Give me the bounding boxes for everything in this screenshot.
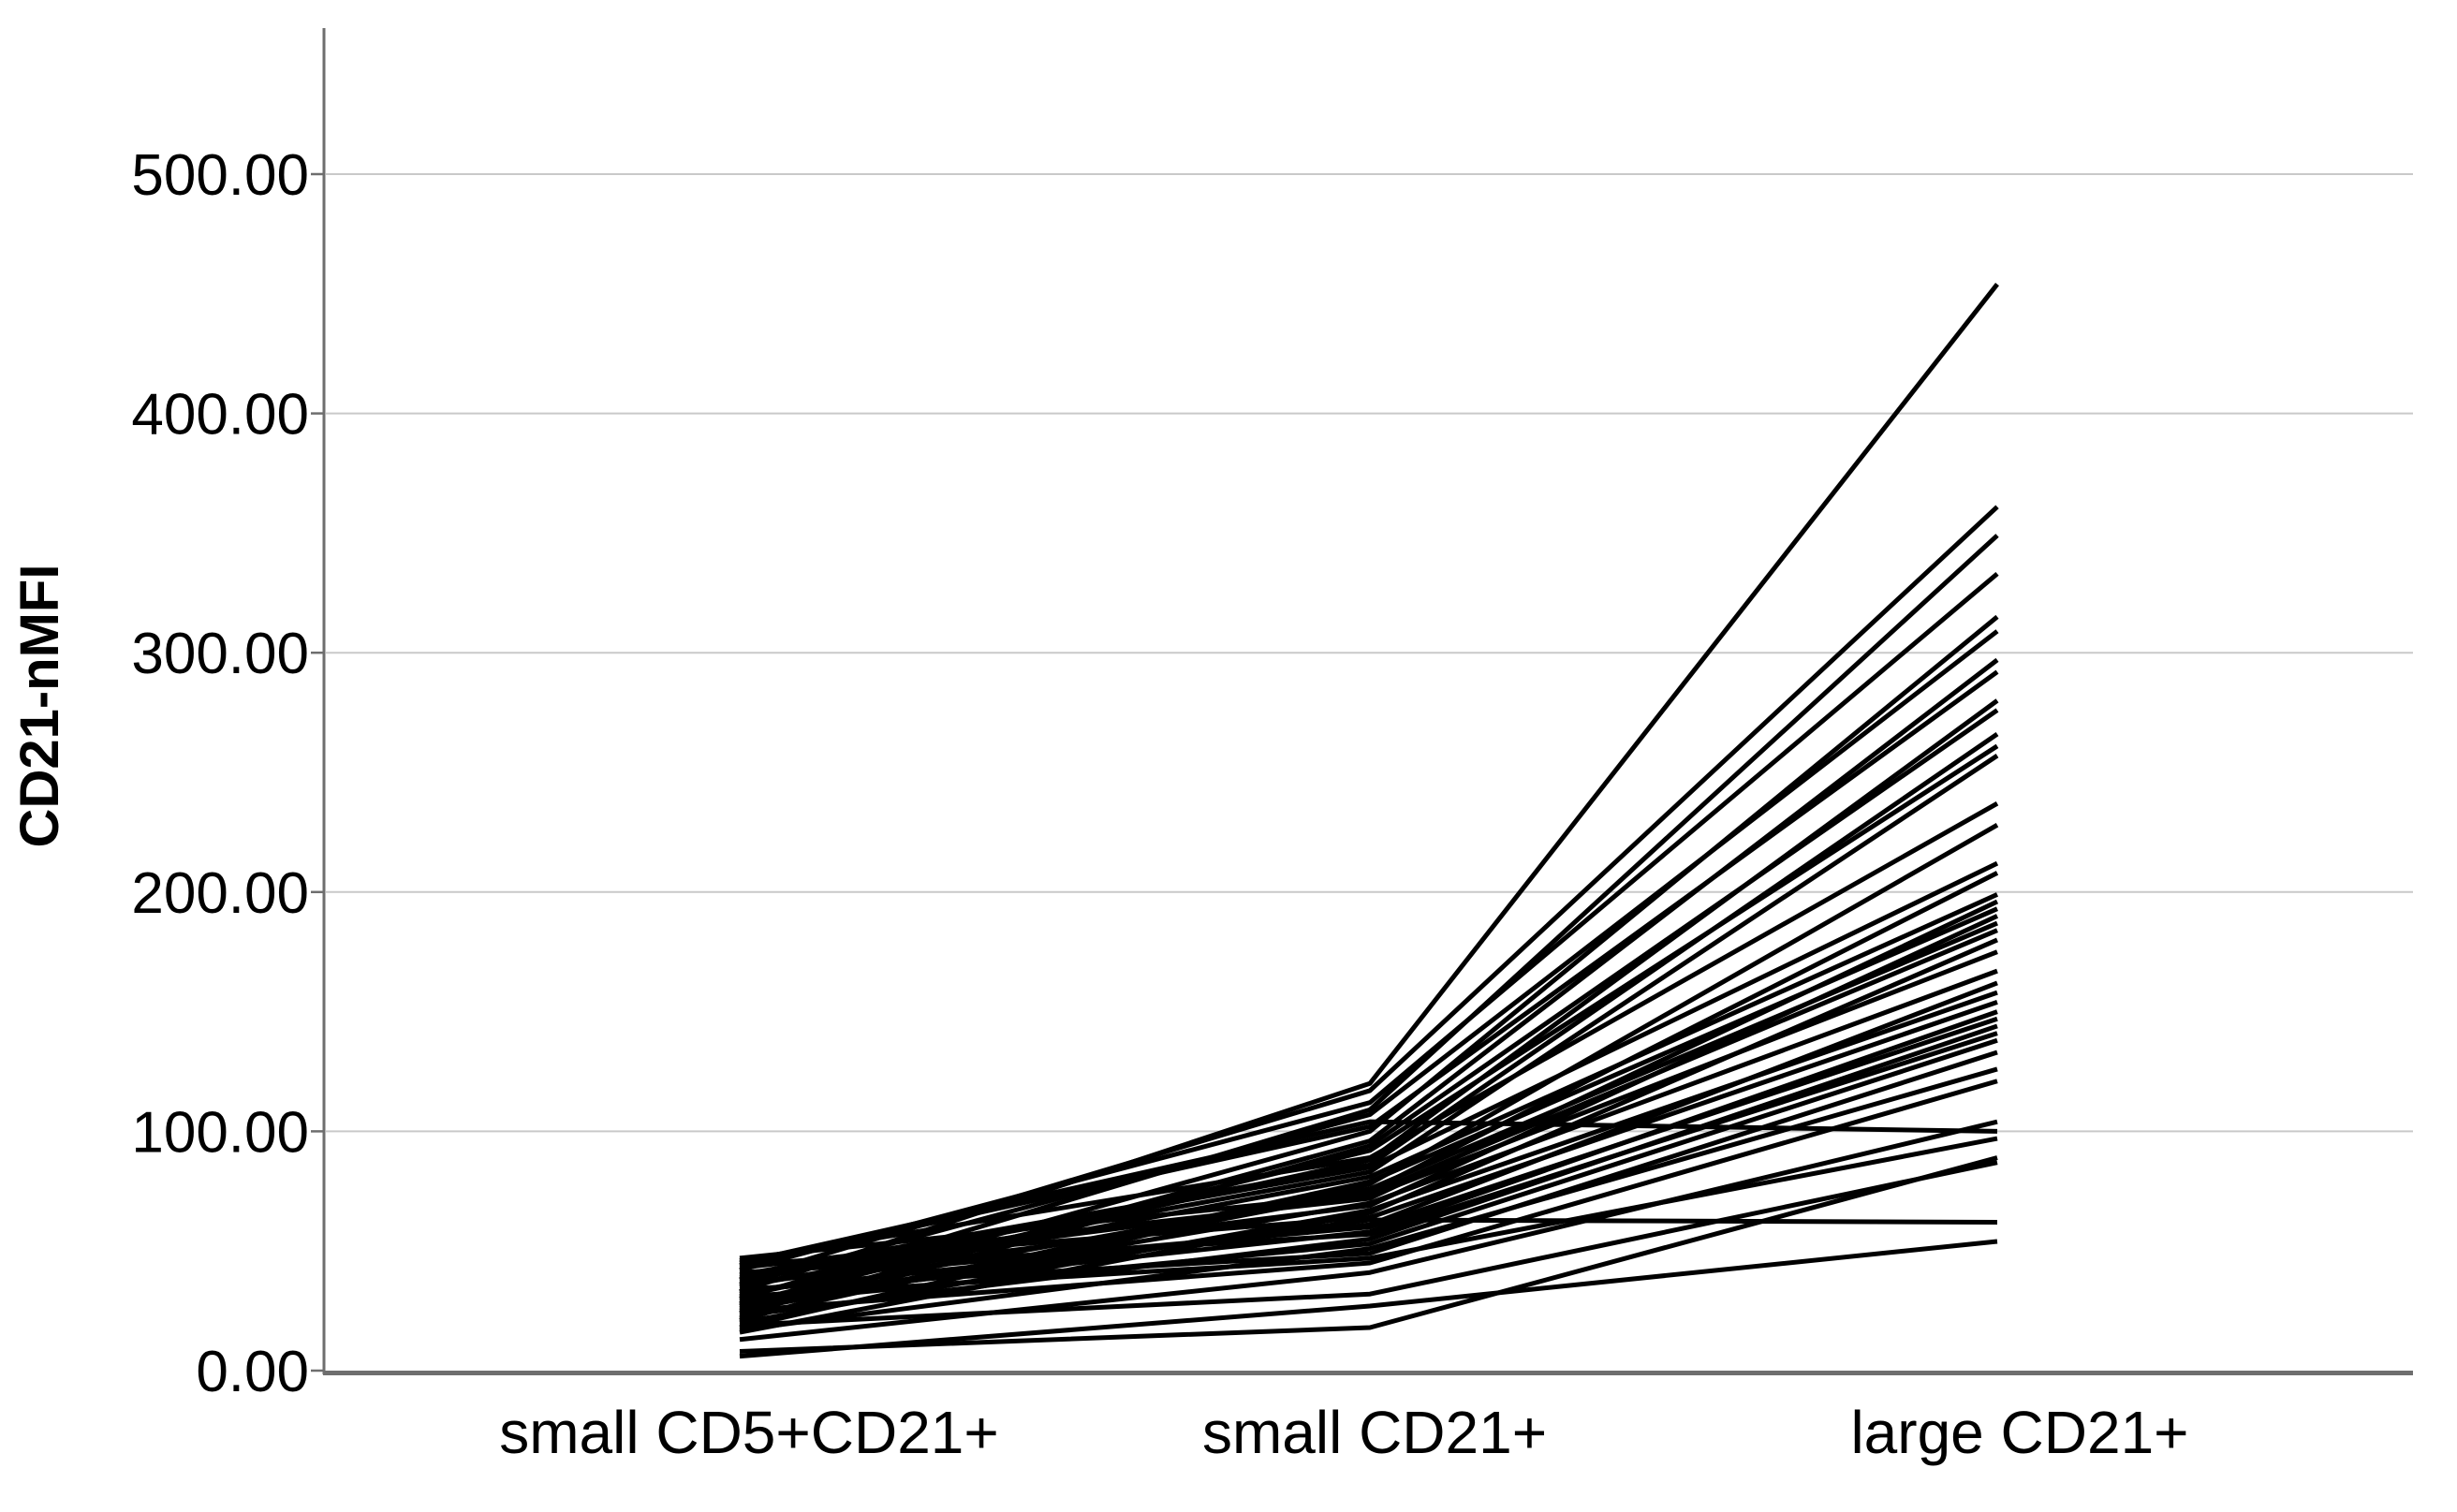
y-axis-title: CD21-nMFI <box>9 565 70 848</box>
profile-line <box>739 892 1999 1297</box>
profile-line <box>739 968 1998 1312</box>
profile-line <box>739 1239 1998 1359</box>
profile-line <box>739 1000 1998 1269</box>
gridline-group <box>326 173 2413 1133</box>
x-category-group: small CD5+CD21+ small CD21+ large CD21+ <box>499 1399 2188 1466</box>
profile-line <box>739 1016 1998 1284</box>
y-tick-label: 0.00 <box>196 1340 309 1404</box>
profile-line <box>739 860 1999 1283</box>
profile-line <box>739 743 1999 1306</box>
profile-line <box>739 1136 1998 1299</box>
profile-line <box>739 669 1999 1268</box>
x-category-label: small CD5+CD21+ <box>499 1399 999 1466</box>
y-tick-group: 0.00 100.00 200.00 300.00 400.00 500.00 <box>131 143 324 1404</box>
profile-line <box>739 1160 1998 1328</box>
y-tick-label: 300.00 <box>131 622 309 686</box>
profile-line <box>739 1119 1998 1266</box>
profile-line <box>739 801 1999 1263</box>
profile-line-group <box>739 283 1999 1359</box>
x-category-label: small CD21+ <box>1202 1399 1547 1466</box>
y-tick-label: 400.00 <box>131 383 309 448</box>
profile-line <box>739 1031 1998 1275</box>
y-tick-label: 200.00 <box>131 861 309 926</box>
profile-line <box>739 1119 1998 1343</box>
y-tick-label: 500.00 <box>131 143 309 208</box>
profile-line <box>739 1023 1998 1318</box>
profile-line <box>739 283 1999 1295</box>
profile-line <box>739 1079 1998 1314</box>
profile-line <box>739 1217 1998 1306</box>
x-category-label: large CD21+ <box>1850 1399 2188 1466</box>
y-tick-label: 100.00 <box>131 1100 309 1165</box>
profile-line <box>739 1155 1998 1355</box>
